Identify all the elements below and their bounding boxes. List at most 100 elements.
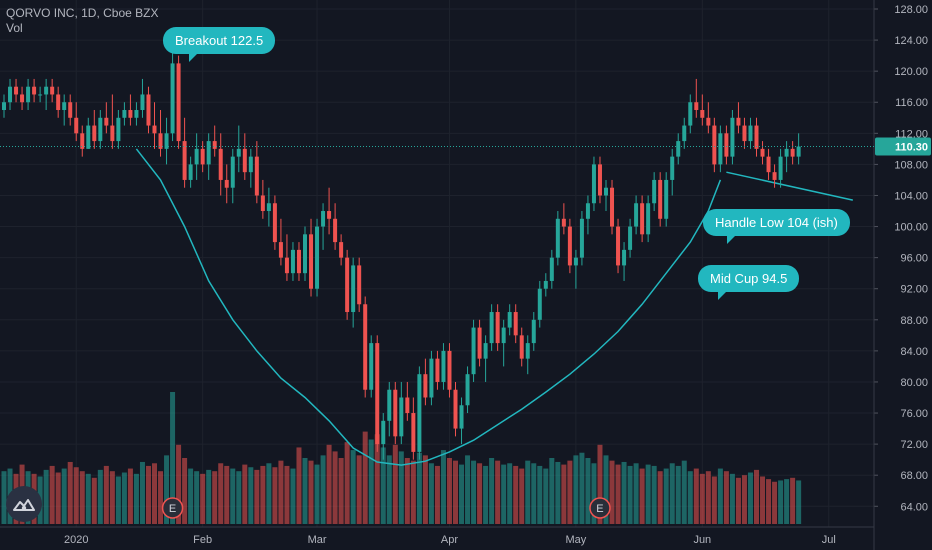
- candle: [772, 164, 777, 188]
- candle-body: [122, 110, 127, 118]
- candle-body: [525, 343, 530, 359]
- candle-body: [573, 257, 578, 266]
- candle-body: [116, 117, 121, 142]
- candle-body: [423, 374, 428, 398]
- candle: [658, 172, 663, 227]
- candle-body: [604, 187, 608, 196]
- volume-bar: [284, 465, 290, 524]
- candle: [351, 257, 356, 328]
- candle: [110, 94, 115, 149]
- candle-body: [579, 218, 584, 258]
- volume-bar: [91, 477, 97, 524]
- candle: [134, 102, 139, 126]
- candle: [411, 397, 416, 460]
- candle-body: [38, 94, 43, 96]
- candle-body: [309, 234, 314, 289]
- volume-bar: [332, 451, 338, 524]
- candle: [513, 304, 518, 344]
- volume-bar: [314, 464, 320, 524]
- volume-label: Vol: [6, 21, 23, 35]
- candle: [296, 242, 301, 281]
- candle: [399, 381, 404, 445]
- candle: [640, 195, 645, 243]
- candle: [230, 148, 235, 204]
- candle: [381, 413, 386, 460]
- candle: [32, 78, 37, 103]
- volume-bar: [254, 469, 260, 524]
- candle-body: [700, 110, 705, 118]
- volume-bar: [368, 439, 374, 524]
- candle: [495, 304, 500, 351]
- volume-bar: [236, 471, 242, 524]
- volume-bar: [717, 468, 723, 524]
- volume-bar: [139, 461, 145, 524]
- candle: [604, 179, 608, 212]
- volume-bar: [164, 455, 170, 524]
- candle-body: [405, 397, 410, 414]
- candle-body: [266, 203, 271, 212]
- candle-body: [351, 265, 356, 313]
- candle: [441, 343, 446, 390]
- candle: [50, 78, 55, 103]
- candle-body: [453, 389, 458, 429]
- candle: [122, 102, 127, 126]
- candle: [44, 78, 49, 111]
- volume-bar: [380, 447, 386, 524]
- candle: [8, 78, 13, 111]
- candle: [676, 133, 681, 165]
- volume-bar: [591, 463, 597, 524]
- volume-bar: [549, 458, 555, 524]
- candle: [447, 343, 452, 398]
- candle: [670, 148, 675, 196]
- candle: [712, 117, 717, 173]
- candle-body: [477, 327, 482, 359]
- volume-bar: [350, 450, 356, 524]
- candle-body: [646, 203, 651, 235]
- time-tick-label: Feb: [193, 534, 212, 546]
- volume-bar: [43, 469, 49, 524]
- candle: [116, 110, 121, 149]
- candle: [646, 195, 651, 243]
- candle-body: [694, 102, 699, 111]
- candle: [86, 117, 91, 149]
- candle: [284, 234, 289, 281]
- candle-body: [658, 179, 663, 219]
- candle-body: [489, 312, 494, 344]
- candle: [591, 156, 596, 212]
- tradingview-logo-icon[interactable]: [6, 486, 42, 522]
- annotation-mid-cup[interactable]: Mid Cup 94.5: [698, 265, 800, 300]
- earnings-e-icon[interactable]: E: [589, 497, 611, 519]
- candle-body: [712, 125, 717, 165]
- earnings-marker-label: E: [596, 503, 603, 515]
- volume-bar: [669, 463, 675, 524]
- volume-bar: [338, 458, 344, 524]
- candle: [188, 156, 193, 188]
- candle-body: [393, 389, 398, 437]
- candle-body: [585, 203, 590, 219]
- volume-bar: [471, 460, 477, 524]
- price-tick-label: 68.00: [900, 470, 928, 482]
- candle-body: [74, 117, 79, 134]
- candle: [796, 133, 801, 165]
- volume-bar: [362, 431, 368, 524]
- volume-bar: [525, 460, 531, 524]
- annotation-handle-low[interactable]: Handle Low 104 (ish): [703, 209, 850, 244]
- candle-body: [86, 125, 91, 149]
- candle-body: [399, 397, 404, 437]
- candle-body: [513, 312, 518, 336]
- volume-bar: [422, 455, 428, 524]
- volume-bar: [302, 458, 308, 524]
- candle-body: [2, 102, 6, 111]
- candle: [489, 304, 494, 351]
- earnings-e-icon[interactable]: E: [161, 497, 184, 519]
- candle: [248, 148, 253, 188]
- candle-body: [236, 148, 241, 157]
- candle: [694, 78, 699, 118]
- volume-bar: [218, 463, 224, 524]
- annotation-breakout[interactable]: Breakout 122.5: [163, 27, 276, 62]
- candle-body: [483, 343, 488, 359]
- volume-bar: [760, 476, 766, 524]
- price-tick-label: 84.00: [900, 346, 928, 358]
